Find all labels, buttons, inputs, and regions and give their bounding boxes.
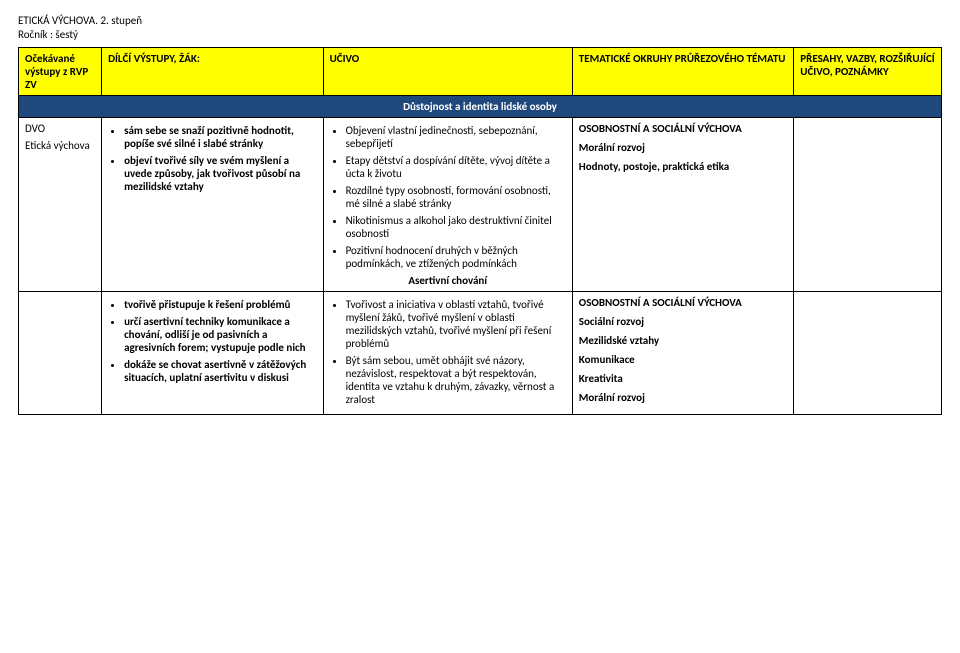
col-header-ucivo: UČIVO [323,48,572,96]
section-row-1: Důstojnost a identita lidské osoby [19,96,942,118]
theme-heading: OSOBNOSTNÍ A SOCIÁLNÍ VÝCHOVA [579,122,788,135]
cell-leftcol-2 [19,292,102,415]
cell-themes-2: OSOBNOSTNÍ A SOCIÁLNÍ VÝCHOVA Sociální r… [572,292,794,415]
list-item: Rozdílné typy osobností, formování osobn… [346,184,566,210]
content-row-2: tvořivě přistupuje k řešení problémů urč… [19,292,942,415]
table-header-row: Očekávané výstupy z RVP ZV DÍLČÍ VÝSTUPY… [19,48,942,96]
list-item: sám sebe se snaží pozitivně hodnotit, po… [124,124,317,150]
dvo-label: DVO [25,122,95,135]
cell-outputs-1: sám sebe se snaží pozitivně hodnotit, po… [102,118,324,292]
col-header-thematic: TEMATICKÉ OKRUHY PRŮŘEZOVÉHO TÉMATU [572,48,794,96]
list-item: Etapy dětství a dospívání dítěte, vývoj … [346,154,566,180]
theme-sub: Hodnoty, postoje, praktická etika [579,160,788,173]
list-item: Být sám sebou, umět obhájit své názory, … [346,354,566,406]
page-subtitle: Ročník : šestý [18,28,942,41]
cell-themes-1: OSOBNOSTNÍ A SOCIÁLNÍ VÝCHOVA Morální ro… [572,118,794,292]
theme-sub: Morální rozvoj [579,391,788,404]
list-item: Objevení vlastní jedinečnosti, sebepozná… [346,124,566,150]
list-item: Tvořivost a iniciativa v oblasti vztahů,… [346,298,566,350]
cell-relations-2 [794,292,942,415]
col-header-relations: PŘESAHY, VAZBY, ROZŠIŘUJÍCÍ UČIVO, POZNÁ… [794,48,942,96]
cell-ucivo-2: Tvořivost a iniciativa v oblasti vztahů,… [323,292,572,415]
cell-ucivo-1: Objevení vlastní jedinečnosti, sebepozná… [323,118,572,292]
list-item: objeví tvořivé síly ve svém myšlení a uv… [124,154,317,193]
theme-sub: Mezilidské vztahy [579,334,788,347]
theme-heading: OSOBNOSTNÍ A SOCIÁLNÍ VÝCHOVA [579,296,788,309]
theme-sub: Morální rozvoj [579,141,788,154]
theme-sub: Komunikace [579,353,788,366]
theme-sub: Sociální rozvoj [579,315,788,328]
col-header-expected: Očekávané výstupy z RVP ZV [19,48,102,96]
list-item: dokáže se chovat asertivně v zátěžových … [124,358,317,384]
list-item: Nikotinismus a alkohol jako destruktivní… [346,214,566,240]
section-title-1: Důstojnost a identita lidské osoby [19,96,942,118]
cell-leftcol-1: DVO Etická výchova [19,118,102,292]
page-pretitle: ETICKÁ VÝCHOVA. 2. stupeň [18,14,942,27]
list-item: určí asertivní techniky komunikace a cho… [124,315,317,354]
list-item: tvořivě přistupuje k řešení problémů [124,298,317,311]
col-header-partial: DÍLČÍ VÝSTUPY, ŽÁK: [102,48,324,96]
cell-outputs-2: tvořivě přistupuje k řešení problémů urč… [102,292,324,415]
subject-label: Etická výchova [25,139,95,152]
curriculum-table: Očekávané výstupy z RVP ZV DÍLČÍ VÝSTUPY… [18,47,942,415]
theme-sub: Kreativita [579,372,788,385]
subsection-title: Asertivní chování [330,274,566,287]
content-row-1: DVO Etická výchova sám sebe se snaží poz… [19,118,942,292]
list-item: Pozitivní hodnocení druhých v běžných po… [346,244,566,270]
cell-relations-1 [794,118,942,292]
